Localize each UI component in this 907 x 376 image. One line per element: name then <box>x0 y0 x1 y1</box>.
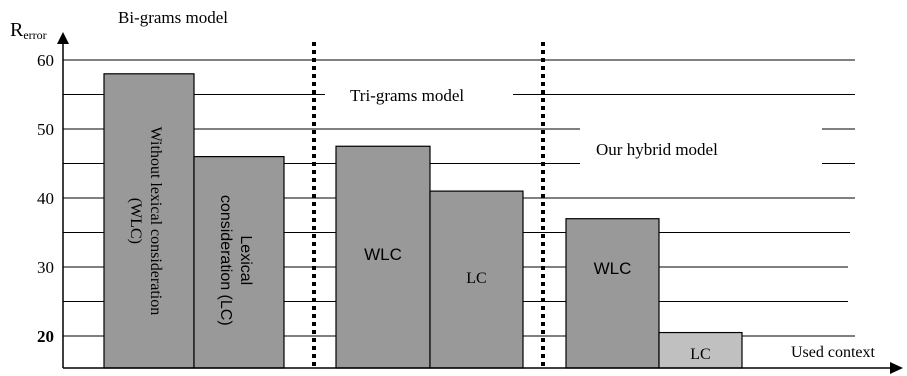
bar-label: WLC <box>594 259 632 278</box>
y-tick-label: 40 <box>37 189 54 208</box>
bar <box>193 156 285 369</box>
bar-label: WLC <box>364 245 402 264</box>
y-tick-label: 20 <box>37 327 54 346</box>
bars: Without lexical consideration(WLC) Lexica… <box>103 73 743 369</box>
group-title: Bi-grams model <box>118 8 228 27</box>
bar-label: LC <box>690 346 710 363</box>
bar-label: Lexicalconsideration (LC) <box>217 195 254 326</box>
bar <box>335 145 431 369</box>
bar <box>565 218 660 369</box>
group-title: Our hybrid model <box>596 140 718 159</box>
group-title: Tri-grams model <box>350 86 464 105</box>
y-tick-label: 50 <box>37 120 54 139</box>
y-tick-label: 30 <box>37 258 54 277</box>
group-separators <box>312 42 545 368</box>
y-tick-label: 60 <box>37 51 54 70</box>
y-axis-arrow <box>57 32 69 44</box>
bar-label: Without lexical consideration(WLC) <box>127 127 164 316</box>
y-tick-labels: 60 50 40 30 20 <box>37 51 54 346</box>
bar-label: LC <box>466 270 486 287</box>
group-titles: Bi-grams model Tri-grams model Our hybrid … <box>118 8 718 159</box>
bar <box>658 331 743 369</box>
x-axis-label: Used context <box>791 344 876 361</box>
bar <box>103 73 195 369</box>
x-axis-arrow <box>890 362 903 374</box>
bar <box>429 190 524 369</box>
y-axis-label: Rerror <box>10 19 47 42</box>
